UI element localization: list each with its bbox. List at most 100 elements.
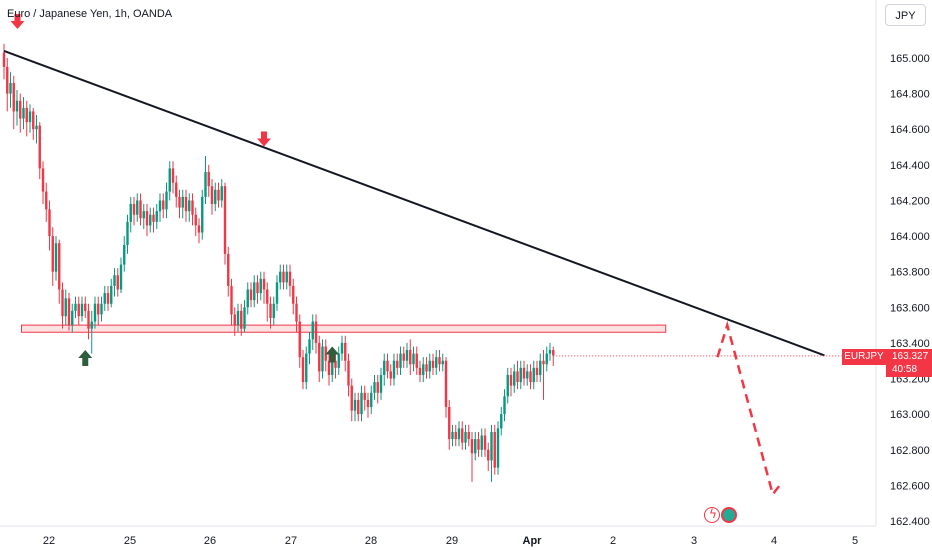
candle-body	[32, 111, 35, 130]
candle-body	[197, 225, 201, 233]
price-tick-label: 165.000	[890, 53, 930, 65]
candle-body	[22, 107, 25, 119]
candle-body	[249, 289, 253, 301]
projection-path	[716, 320, 784, 498]
candle-body	[15, 100, 19, 112]
candle-body	[145, 211, 149, 226]
candle-body	[402, 353, 405, 361]
candle-body	[275, 282, 279, 304]
candle-body	[74, 303, 77, 311]
candle-body	[337, 353, 340, 368]
candle-body	[233, 314, 236, 326]
candle-body	[357, 399, 360, 415]
candle-body	[2, 52, 6, 67]
candle-body	[149, 214, 152, 226]
candle-body	[422, 364, 425, 375]
currency-button[interactable]: JPY	[885, 4, 926, 26]
candle-body	[259, 278, 262, 294]
candle-body	[77, 303, 80, 317]
candle-body	[324, 346, 327, 361]
candle-body	[552, 350, 555, 356]
price-tick-label: 164.600	[890, 124, 930, 136]
candle-body	[54, 243, 58, 272]
candle-body	[116, 275, 119, 290]
candle-body	[223, 186, 227, 254]
candle-body	[12, 82, 15, 112]
flash-icon[interactable]	[704, 507, 720, 523]
candle-body	[386, 360, 389, 372]
candle-body	[396, 360, 399, 368]
candle-body	[6, 66, 9, 94]
candle-body	[51, 236, 54, 272]
candle-body	[61, 289, 64, 317]
candle-body	[64, 298, 67, 317]
last-price-value: 163.327	[892, 351, 929, 362]
candle-body	[477, 439, 480, 450]
candle-body	[279, 271, 282, 283]
candle-body	[548, 350, 552, 354]
candle-body	[9, 82, 12, 94]
candle-body	[194, 214, 197, 226]
price-tick-label: 164.800	[890, 89, 930, 101]
candle-body	[344, 342, 347, 361]
candle-body	[464, 431, 467, 443]
candle-body	[376, 382, 379, 393]
candle-body	[360, 392, 363, 415]
candle-body	[272, 303, 275, 318]
arrow-up-icon	[78, 350, 93, 367]
candle-body	[152, 214, 155, 222]
candle-body	[288, 271, 292, 286]
candle-body	[532, 367, 535, 383]
time-tick-label: 4	[771, 535, 777, 547]
price-tick-label: 162.600	[890, 480, 930, 492]
trendline	[3, 49, 825, 357]
candle-body	[256, 282, 259, 294]
candle-body	[269, 303, 272, 318]
candle-body	[67, 298, 71, 326]
event-dot-icon[interactable]	[721, 507, 737, 523]
price-tick-label: 164.000	[890, 231, 930, 243]
candle-body	[350, 385, 353, 411]
candle-body	[106, 293, 110, 304]
candle-body	[262, 278, 266, 290]
candle-body	[175, 182, 178, 197]
candle-body	[58, 243, 61, 290]
candle-body	[467, 431, 470, 440]
support-zone	[21, 324, 667, 333]
time-tick-label: 5	[852, 535, 858, 547]
event-icons[interactable]	[704, 507, 737, 525]
candle-body	[519, 367, 522, 383]
chart-title: Euro / Japanese Yen, 1h, OANDA	[7, 8, 173, 20]
candle-body	[431, 360, 435, 368]
candle-body	[220, 186, 223, 201]
candle-body	[331, 360, 334, 375]
candle-body	[438, 357, 441, 365]
candle-body	[366, 399, 370, 408]
candle-body	[314, 321, 318, 343]
candle-body	[373, 382, 376, 393]
candle-body	[308, 339, 311, 354]
candle-body	[191, 200, 194, 215]
candle-body	[204, 171, 207, 197]
candle-body	[90, 321, 93, 329]
candle-body	[38, 125, 41, 169]
candle-body	[444, 360, 448, 408]
candle-body	[129, 204, 132, 222]
candle-body	[28, 111, 32, 123]
candle-body	[542, 360, 545, 365]
time-tick-label: 28	[365, 535, 377, 547]
price-tick-label: 163.000	[890, 409, 930, 421]
candle-body	[165, 191, 168, 210]
candle-body	[370, 392, 373, 408]
candle-body	[516, 371, 519, 383]
candle-body	[503, 396, 506, 415]
candle-body	[418, 367, 422, 375]
candle-body	[409, 350, 412, 365]
candle-body	[181, 196, 184, 208]
candle-body	[535, 367, 539, 375]
candle-body	[526, 371, 529, 379]
candle-body	[253, 282, 256, 301]
candle-body	[171, 168, 175, 183]
candle-body	[100, 303, 103, 315]
